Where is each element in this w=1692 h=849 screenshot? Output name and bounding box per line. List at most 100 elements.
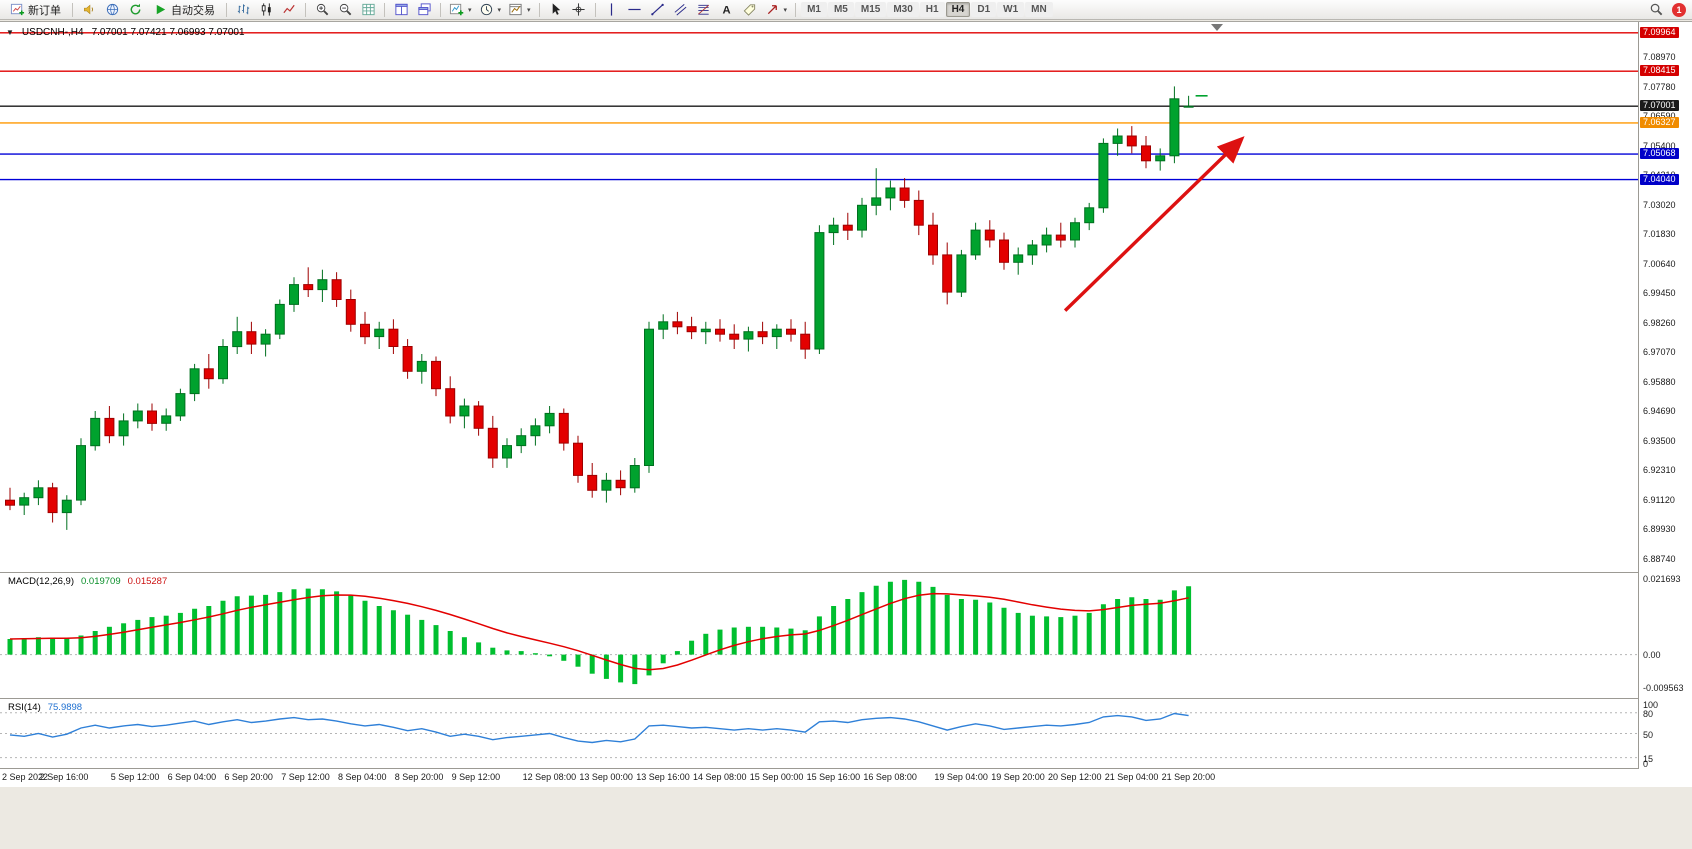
candle-body (984, 229, 995, 241)
grid-button[interactable] (357, 1, 379, 19)
candle-body (246, 331, 257, 345)
crosshair-tool-button[interactable] (568, 1, 590, 19)
candle-body (161, 415, 172, 424)
bar-chart-icon (237, 4, 249, 15)
candle-body (431, 360, 441, 390)
toolbar-separator (440, 2, 441, 17)
new-order-button[interactable]: 新订单 (4, 1, 67, 19)
one-click-trading-toggle[interactable]: ▼ (6, 28, 14, 37)
candle-body (573, 442, 583, 476)
rsi-panel[interactable] (0, 699, 1638, 768)
refresh-button[interactable] (124, 1, 146, 19)
timeframe-button-m5[interactable]: M5 (827, 2, 854, 17)
zoom-out-button[interactable] (334, 1, 356, 19)
chart-shift-marker[interactable] (1211, 24, 1223, 31)
text-tool-button[interactable]: A (716, 1, 738, 19)
cascade-windows-button[interactable] (413, 1, 435, 19)
candle-body (33, 487, 44, 499)
candle-body (473, 405, 484, 429)
cursor-tool-button[interactable] (545, 1, 567, 19)
line-chart-button[interactable] (278, 1, 300, 19)
candle-body (871, 197, 882, 206)
text-label-tool-button[interactable] (739, 1, 761, 19)
periods-button[interactable]: ▾ (476, 1, 505, 19)
timeframe-button-m15[interactable]: M15 (854, 2, 887, 17)
notification-badge[interactable]: 1 (1672, 2, 1686, 17)
price-axis-label: 6.98260 (1643, 317, 1676, 328)
candle-body (203, 368, 214, 380)
price-axis-label: 7.05400 (1643, 140, 1676, 151)
time-axis-label: 6 Sep 20:00 (224, 772, 273, 782)
candle-body (402, 346, 413, 372)
candle-body (743, 331, 754, 340)
candlestick-chart-button[interactable] (255, 1, 277, 19)
fibonacci-tool-button[interactable] (693, 1, 715, 19)
candle-body (857, 204, 867, 231)
macd-panel[interactable] (0, 573, 1638, 698)
candle-body (516, 435, 527, 447)
dropdown-caret-icon[interactable]: ▾ (468, 6, 472, 14)
toolbar-separator (72, 2, 73, 17)
candle-body (1084, 207, 1095, 224)
horizontal-line-tool-button[interactable] (624, 1, 646, 19)
dropdown-caret-icon[interactable]: ▾ (497, 6, 502, 14)
alerts-button[interactable] (78, 1, 100, 19)
channel-tool-button[interactable] (670, 1, 692, 19)
indicators-button[interactable]: ▾ (446, 1, 475, 19)
zoom-in-button[interactable] (311, 1, 333, 19)
panel-separator[interactable] (0, 572, 1692, 573)
price-axis-label: 7.03020 (1643, 199, 1676, 210)
vertical-line-tool-button[interactable] (601, 1, 623, 19)
candle-body (416, 360, 427, 372)
candle-body (289, 284, 299, 305)
time-axis-label: 21 Sep 04:00 (1104, 772, 1159, 782)
main-chart[interactable] (0, 22, 1638, 572)
candle-body (274, 303, 285, 335)
timeframe-button-w1[interactable]: W1 (997, 2, 1025, 17)
timeframe-button-d1[interactable]: D1 (971, 2, 997, 17)
candle-body (1183, 105, 1194, 108)
timeframe-button-m30[interactable]: M30 (887, 2, 919, 17)
auto-trading-button[interactable]: 自动交易 (147, 1, 221, 19)
candle-body (587, 474, 598, 491)
price-axis-label: 6.88740 (1643, 553, 1676, 564)
timeframe-button-m1[interactable]: M1 (801, 2, 827, 17)
price-axis-label: 7.01830 (1643, 229, 1676, 240)
price-axis[interactable]: 7.089707.077807.065907.054007.042107.030… (1638, 22, 1692, 769)
tile-windows-button[interactable] (390, 1, 412, 19)
vertical-line-icon (610, 3, 613, 16)
dropdown-caret-icon[interactable]: ▾ (783, 6, 788, 14)
candle-body (132, 410, 143, 422)
candle-body (999, 239, 1009, 263)
template-icon (509, 3, 522, 16)
web-button[interactable] (101, 1, 123, 19)
trendline-tool-button[interactable] (647, 1, 669, 19)
price-line-badge: 7.06327 (1640, 116, 1679, 128)
horizontal-line-icon (628, 8, 641, 11)
bottom-area (0, 787, 1692, 849)
templates-button[interactable]: ▾ (505, 1, 534, 19)
rsi-value: 75.9898 (47, 702, 83, 713)
bar-chart-button[interactable] (232, 1, 254, 19)
candle-body (786, 328, 796, 335)
price-line-badge: 7.07001 (1640, 100, 1679, 112)
timeframe-button-h4[interactable]: H4 (945, 2, 971, 17)
panel-separator[interactable] (0, 768, 1692, 769)
search-button[interactable] (1645, 1, 1667, 19)
candle-body (189, 368, 200, 395)
time-axis-label: 2 Sep 16:00 (39, 772, 89, 782)
timeframe-button-h1[interactable]: H1 (919, 2, 945, 17)
candle-body (956, 254, 967, 293)
panel-separator[interactable] (0, 698, 1692, 699)
price-line-badge: 7.08415 (1640, 65, 1679, 77)
trend-arrow[interactable] (1063, 136, 1245, 312)
arrows-tool-button[interactable]: ▾ (762, 1, 791, 19)
candle-body (445, 388, 456, 417)
time-axis-label: 16 Sep 08:00 (863, 772, 917, 782)
price-axis-label: 7.07780 (1643, 81, 1676, 92)
time-axis[interactable]: 2 Sep 2022 2 Sep 16:00 5 Sep 12:00 6 Sep 04… (0, 769, 1692, 787)
arrow-icon (767, 5, 777, 15)
candle-body (317, 279, 328, 291)
timeframe-button-mn[interactable]: MN (1025, 2, 1053, 17)
dropdown-caret-icon[interactable]: ▾ (527, 6, 531, 14)
